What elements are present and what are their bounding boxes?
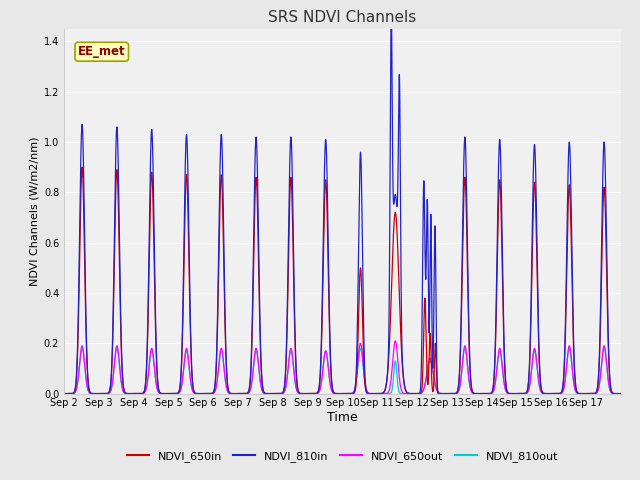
NDVI_810out bbox=[294, 390, 301, 396]
NDVI_650out bbox=[465, 373, 472, 379]
NDVI_810in bbox=[600, 140, 608, 145]
NDVI_650out bbox=[324, 367, 332, 373]
NDVI_650in bbox=[299, 391, 307, 396]
Line: NDVI_650out: NDVI_650out bbox=[64, 341, 621, 394]
NDVI_650out bbox=[617, 391, 625, 396]
NDVI_810in bbox=[324, 263, 332, 268]
NDVI_650in bbox=[465, 329, 472, 335]
NDVI_650out bbox=[600, 343, 607, 349]
NDVI_650in bbox=[325, 290, 333, 296]
Text: EE_met: EE_met bbox=[78, 45, 125, 58]
NDVI_650in bbox=[572, 387, 580, 393]
Line: NDVI_810out: NDVI_810out bbox=[64, 348, 621, 394]
Title: SRS NDVI Channels: SRS NDVI Channels bbox=[268, 10, 417, 25]
NDVI_810in bbox=[294, 387, 301, 393]
NDVI_650in bbox=[78, 164, 86, 170]
NDVI_810in bbox=[465, 318, 472, 324]
NDVI_650in bbox=[60, 391, 68, 396]
NDVI_650out bbox=[392, 338, 399, 344]
NDVI_810in bbox=[298, 391, 306, 396]
Line: NDVI_650in: NDVI_650in bbox=[64, 167, 621, 394]
NDVI_810out bbox=[465, 374, 472, 380]
NDVI_810out bbox=[600, 346, 608, 351]
NDVI_650out bbox=[572, 389, 580, 395]
NDVI_650in bbox=[439, 391, 447, 396]
Y-axis label: NDVI Channels (W/m2/nm): NDVI Channels (W/m2/nm) bbox=[29, 136, 40, 286]
NDVI_810in bbox=[440, 391, 447, 396]
NDVI_810out bbox=[572, 389, 580, 395]
NDVI_650out bbox=[294, 389, 301, 395]
NDVI_650in bbox=[617, 391, 625, 396]
Legend: NDVI_650in, NDVI_810in, NDVI_650out, NDVI_810out: NDVI_650in, NDVI_810in, NDVI_650out, NDV… bbox=[122, 446, 563, 467]
NDVI_810out bbox=[60, 391, 68, 396]
NDVI_810out bbox=[378, 391, 386, 396]
NDVI_650out bbox=[298, 391, 306, 396]
NDVI_650in bbox=[294, 388, 302, 394]
NDVI_810in bbox=[617, 391, 625, 396]
NDVI_810in bbox=[387, 1, 395, 7]
NDVI_650out bbox=[60, 391, 68, 396]
NDVI_810in bbox=[60, 391, 68, 396]
Line: NDVI_810in: NDVI_810in bbox=[64, 4, 621, 394]
X-axis label: Time: Time bbox=[327, 411, 358, 424]
NDVI_810out bbox=[600, 346, 607, 351]
NDVI_810out bbox=[617, 391, 625, 396]
NDVI_810out bbox=[298, 391, 306, 396]
NDVI_810out bbox=[324, 367, 332, 373]
NDVI_650in bbox=[600, 185, 608, 191]
NDVI_810in bbox=[572, 386, 580, 392]
